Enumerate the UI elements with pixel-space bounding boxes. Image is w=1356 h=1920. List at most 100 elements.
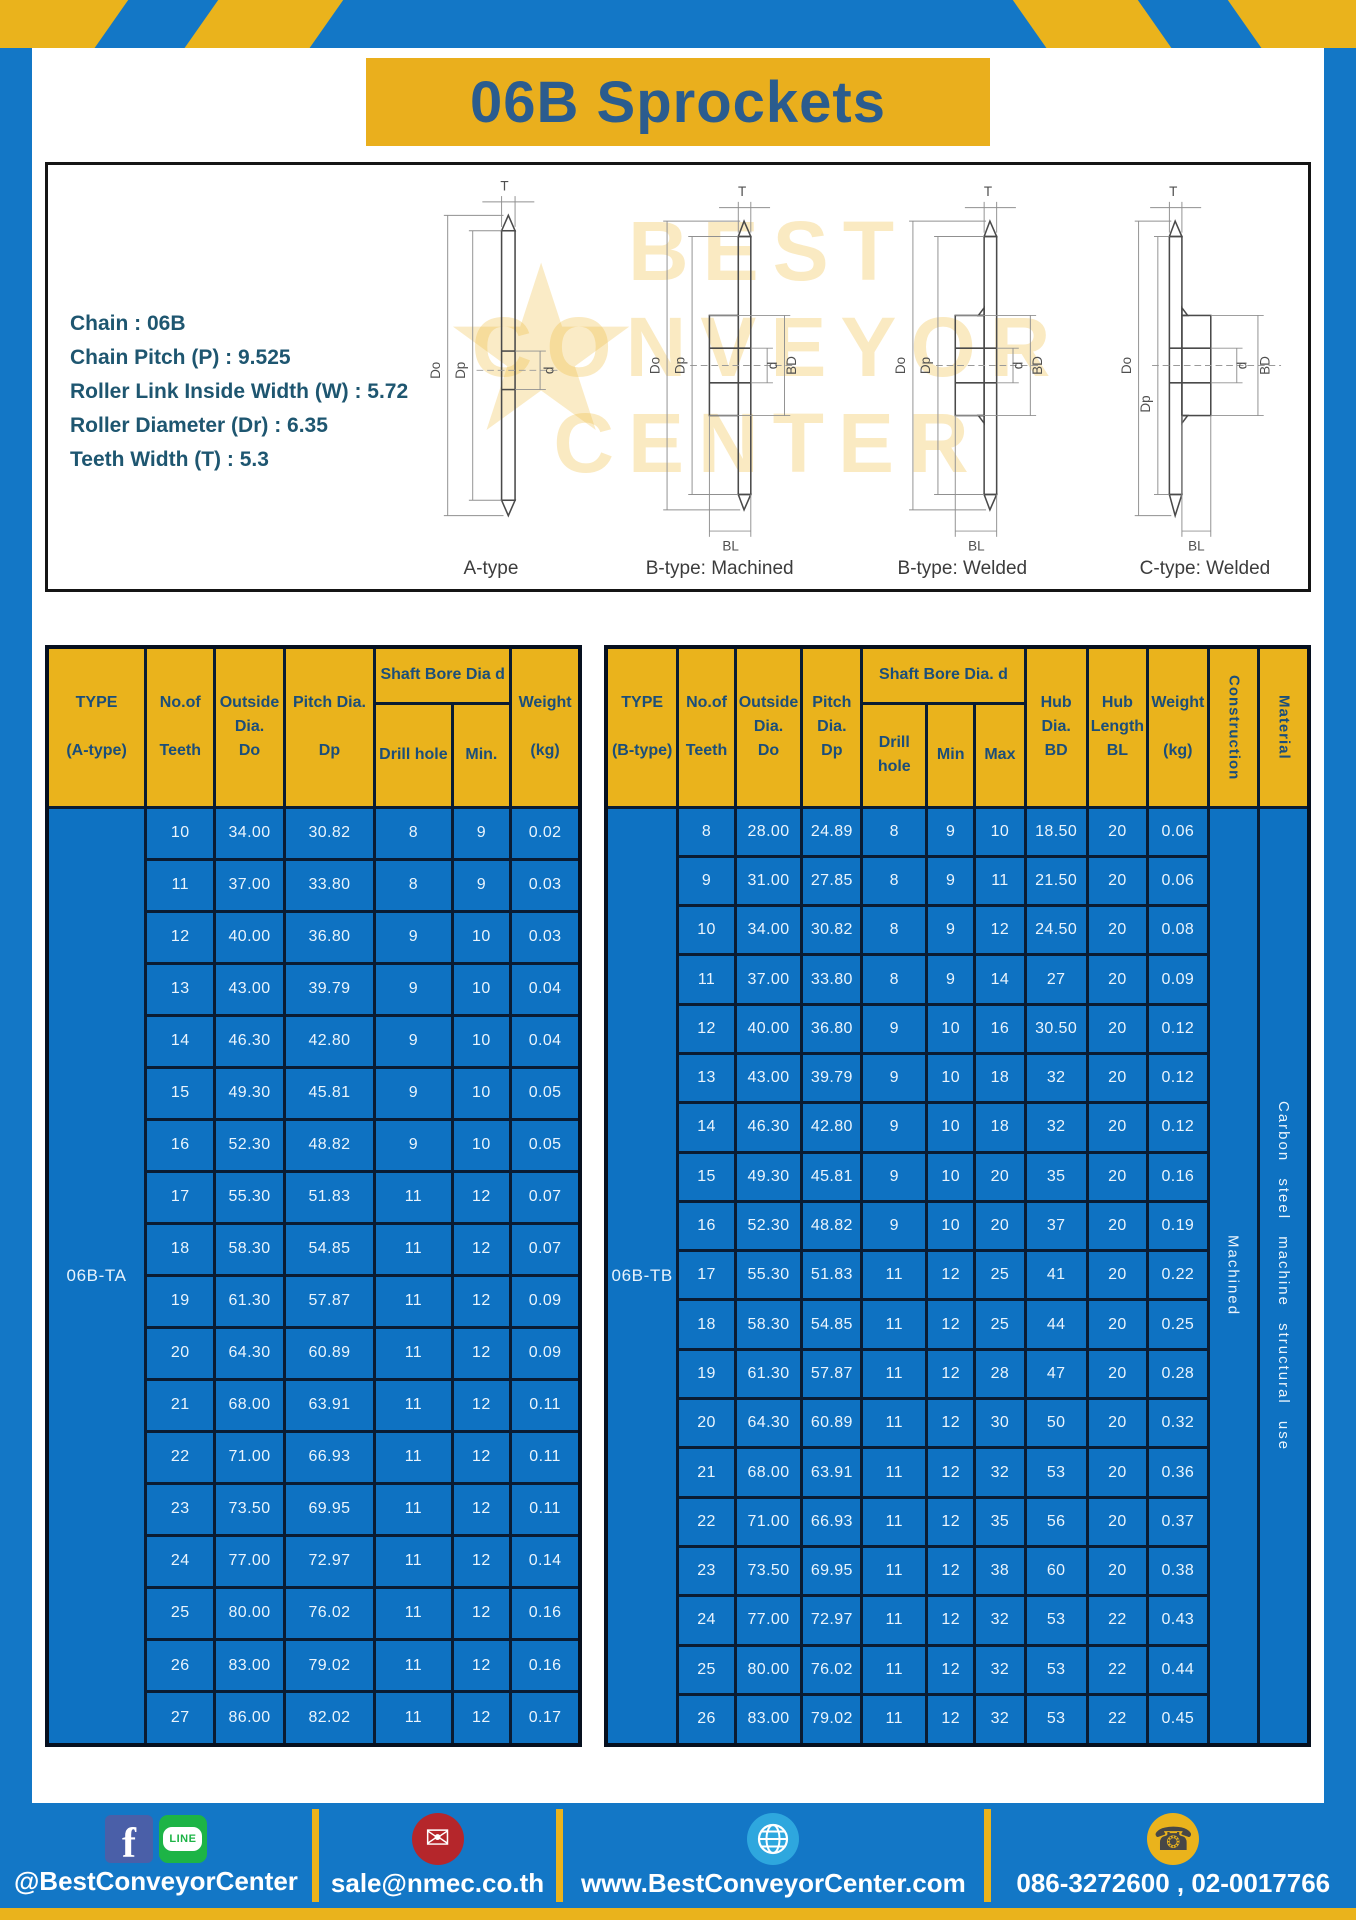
dim-label-d: d xyxy=(542,367,557,375)
header-hub-length-b: Hub Length BL xyxy=(1085,645,1150,809)
sprocket-drawing-c-welded: T Do Dp d BD xyxy=(1119,184,1282,553)
table-b-type: TYPE (B-type) No.of Teeth Outside Dia. D… xyxy=(604,645,1311,1747)
table-cell: 0.45 xyxy=(1146,1692,1210,1747)
table-a-body: 06B-TA 10 34.00 30.82 8 9 0.02 11 37.00 33.80 8 9 0.… xyxy=(45,805,582,1747)
table-row: 15 49.30 45.81 9 10 20 35 20 0.16 xyxy=(606,1150,1309,1203)
table-cell: 13 xyxy=(676,1051,737,1105)
chain-specs: Chain : 06B Chain Pitch (P) : 9.525 Roll… xyxy=(70,307,408,477)
table-cell: 10 xyxy=(450,1065,513,1121)
table-cell: 8 xyxy=(860,805,929,858)
table-cell: 0.11 xyxy=(509,1429,582,1485)
table-cell: 36.80 xyxy=(800,1002,864,1055)
table-cell: 46.30 xyxy=(733,1101,804,1154)
table-cell: 12 xyxy=(925,1446,977,1499)
table-cell: 34.00 xyxy=(733,904,804,957)
table-cell: 41 xyxy=(1023,1249,1089,1302)
table-cell: 12 xyxy=(925,1298,977,1351)
sprocket-drawing-b-machined: T Do Dp d BD xyxy=(647,184,799,553)
table-cell: 17 xyxy=(144,1169,217,1225)
table-cell: 80.00 xyxy=(733,1643,804,1696)
line-label: LINE xyxy=(163,1826,203,1851)
table-cell: 58.30 xyxy=(733,1298,804,1351)
table-row: 10 34.00 30.82 8 9 12 24.50 20 0.08 xyxy=(606,904,1309,957)
sprocket-drawing-b-welded: T Do Dp d BD xyxy=(894,184,1046,553)
footer-divider xyxy=(311,1809,319,1902)
dim-label-dp: Dp xyxy=(1138,395,1153,412)
footer-divider xyxy=(556,1809,564,1902)
header-pitch-a: Pitch Dia. Dp xyxy=(282,645,377,809)
table-cell: 22 xyxy=(144,1429,217,1485)
table-cell: 8 xyxy=(860,953,929,1006)
stripe-decoration xyxy=(1219,0,1356,48)
globe-graphic xyxy=(758,1823,789,1854)
table-cell: 11 xyxy=(373,1585,454,1642)
table-cell: 63.91 xyxy=(282,1377,377,1433)
table-cell: 33.80 xyxy=(282,857,377,913)
table-cell: 20 xyxy=(1085,805,1150,858)
table-cell: 15 xyxy=(676,1150,737,1203)
table-cell: 8 xyxy=(860,904,929,957)
table-cell: 10 xyxy=(450,1117,513,1173)
table-cell: 0.16 xyxy=(1146,1150,1210,1203)
table-cell: 10 xyxy=(450,1013,513,1069)
table-cell: 9 xyxy=(860,1150,929,1203)
table-cell: 9 xyxy=(925,953,977,1006)
table-cell: 14 xyxy=(676,1101,737,1154)
table-cell: 9 xyxy=(450,805,513,861)
table-cell: 0.09 xyxy=(509,1273,582,1329)
table-cell: 30 xyxy=(973,1397,1027,1450)
table-cell: 53 xyxy=(1023,1594,1089,1647)
dim-label-bd: BD xyxy=(1030,356,1045,375)
dim-label-dp: Dp xyxy=(919,357,934,374)
table-cell: 50 xyxy=(1023,1397,1089,1450)
table-cell: 30.82 xyxy=(282,805,377,861)
table-cell: 0.17 xyxy=(509,1690,582,1747)
table-cell: 79.02 xyxy=(800,1692,864,1747)
figure-b-welded: T Do Dp d BD xyxy=(873,173,1051,585)
table-cell: 0.38 xyxy=(1146,1544,1210,1598)
table-cell: 56 xyxy=(1023,1495,1089,1548)
table-cell: 10 xyxy=(925,1199,977,1253)
table-cell: 30.50 xyxy=(1023,1002,1089,1055)
dim-label-do: Do xyxy=(894,357,909,374)
type-a-value: 06B-TA xyxy=(45,805,148,1747)
page-content: 06B Sprockets ★ BEST CONVEYOR CENTER Cha… xyxy=(32,48,1324,1803)
header-teeth-b: No.of Teeth xyxy=(676,645,737,809)
table-cell: 32 xyxy=(973,1692,1027,1747)
table-cell: 0.12 xyxy=(1146,1002,1210,1055)
table-cell: 11 xyxy=(373,1273,454,1329)
table-cell: 9 xyxy=(860,1199,929,1253)
table-cell: 9 xyxy=(860,1051,929,1105)
table-cell: 79.02 xyxy=(282,1637,377,1694)
table-cell: 11 xyxy=(373,1221,454,1277)
table-cell: 0.08 xyxy=(1146,904,1210,957)
table-row: 11 37.00 33.80 8 9 14 27 20 0.09 xyxy=(606,953,1309,1006)
table-cell: 64.30 xyxy=(213,1325,286,1381)
table-cell: 0.32 xyxy=(1146,1397,1210,1450)
dim-label-t: T xyxy=(1169,184,1177,199)
table-cell: 0.05 xyxy=(509,1065,582,1121)
table-row: 15 49.30 45.81 9 10 0.05 xyxy=(47,1065,582,1121)
table-cell: 27 xyxy=(1023,953,1089,1006)
table-cell: 8 xyxy=(373,857,454,913)
table-cell: 0.06 xyxy=(1146,854,1210,908)
table-cell: 46.30 xyxy=(213,1013,286,1069)
table-cell: 0.44 xyxy=(1146,1643,1210,1696)
table-cell: 28 xyxy=(973,1347,1027,1401)
dim-label-do: Do xyxy=(647,357,662,374)
table-cell: 0.03 xyxy=(509,909,582,965)
diagram-panel: ★ BEST CONVEYOR CENTER Chain : 06B Chain… xyxy=(45,162,1311,592)
table-cell: 20 xyxy=(973,1150,1027,1203)
dim-label-do: Do xyxy=(1119,357,1134,374)
table-cell: 24.50 xyxy=(1023,904,1089,957)
table-cell: 20 xyxy=(1085,953,1150,1006)
table-cell: 12 xyxy=(925,1643,977,1696)
table-cell: 12 xyxy=(925,1347,977,1401)
table-cell: 63.91 xyxy=(800,1446,864,1499)
table-cell: 32 xyxy=(973,1594,1027,1647)
page-title: 06B Sprockets xyxy=(470,69,886,135)
footer-email-section: ✉ sale@nmec.co.th xyxy=(319,1803,556,1908)
table-cell: 0.04 xyxy=(509,1013,582,1069)
table-row: 23 73.50 69.95 11 12 0.11 xyxy=(47,1481,582,1537)
header-min-a: Min. xyxy=(450,701,513,809)
